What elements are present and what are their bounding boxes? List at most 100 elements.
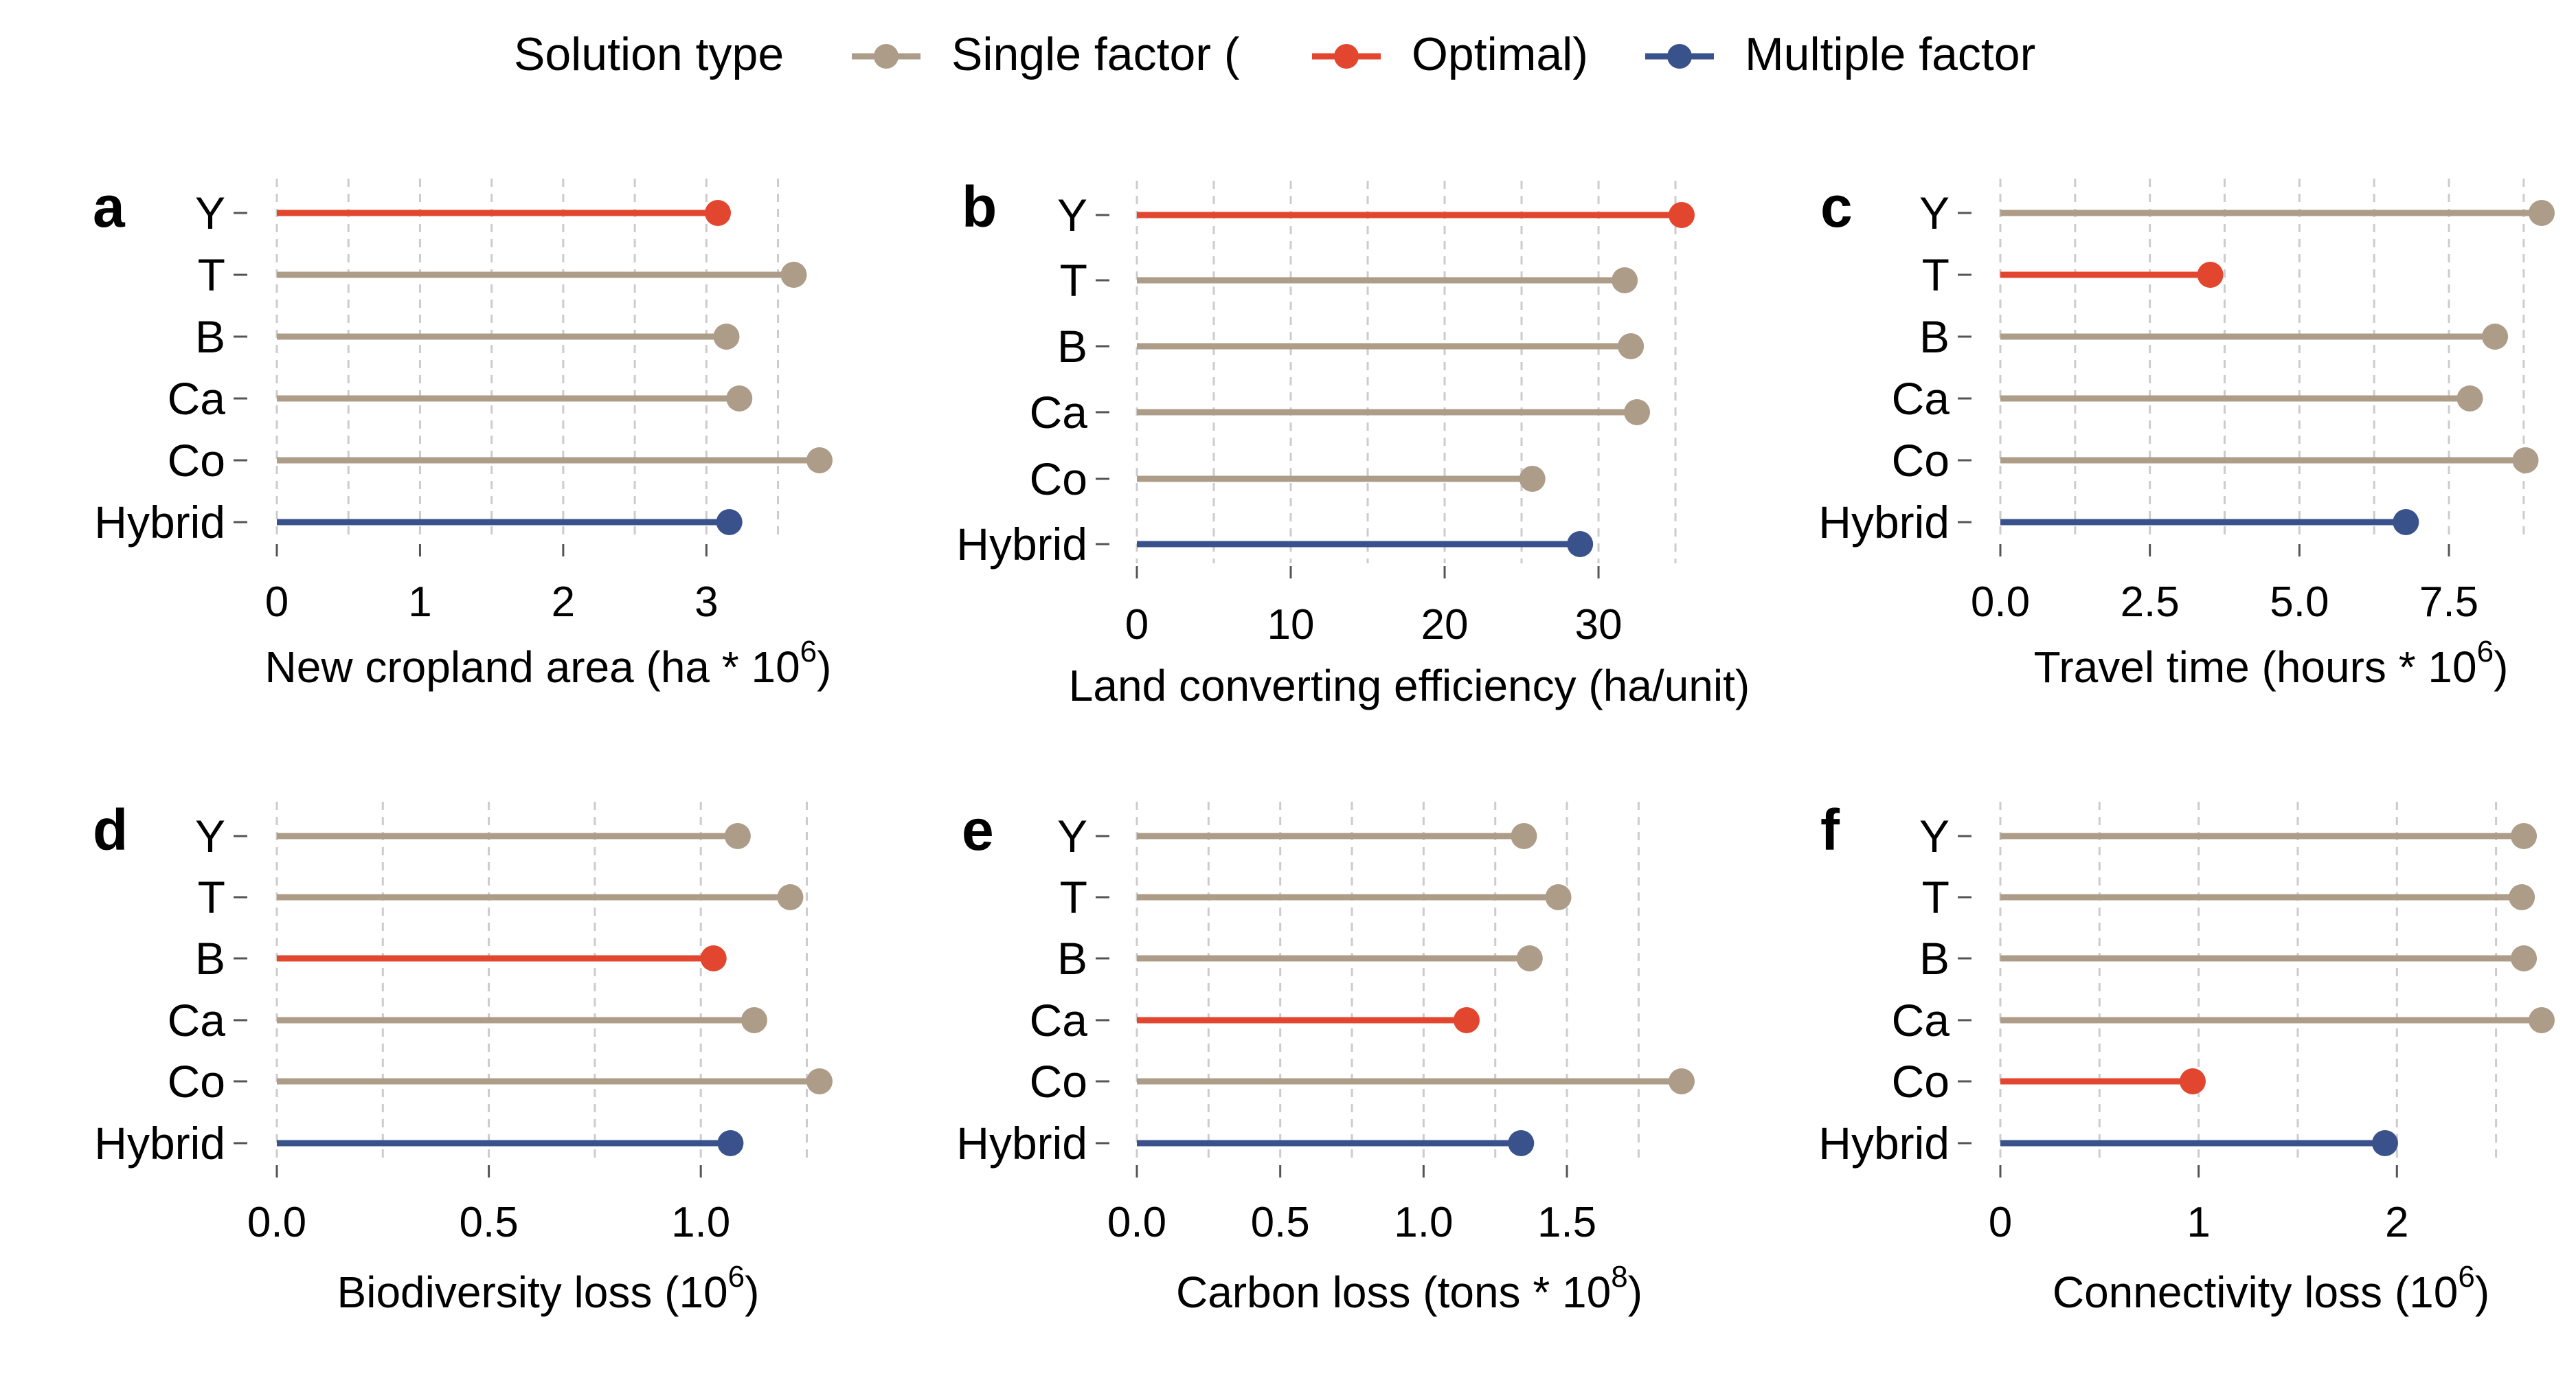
x-axis-title: Carbon loss (tons * 108) (1176, 1260, 1642, 1317)
legend-item: Multiple factor (1645, 28, 2035, 80)
legend-item: Single factor ( (852, 28, 1240, 80)
lollipop-dot (777, 884, 804, 910)
x-tick-label: 0 (1125, 601, 1149, 649)
panel-letter: e (962, 798, 994, 862)
panel-c: c YTB Ca Co Hybrid 0.0 2.5 5.0 7.5 Travel time (h… (1818, 174, 2555, 692)
lollipop-dot (2509, 884, 2535, 910)
x-tick-label: 20 (1421, 601, 1469, 649)
lollipop-dot (1511, 823, 1537, 849)
x-tick-label: 2 (2385, 1199, 2408, 1246)
lollipop-dot (2197, 262, 2224, 288)
x-axis-title: Land converting efficiency (ha/unit) (1069, 661, 1750, 710)
lollipop-dot (716, 509, 743, 535)
lollipop-dot (1516, 945, 1543, 971)
x-tick-label: 0.5 (459, 1199, 518, 1246)
lollipop-dot (780, 262, 807, 288)
lollipop-dot (1612, 267, 1638, 293)
x-tick-label: 1 (2187, 1199, 2210, 1246)
x-tick-label: 1.5 (1537, 1199, 1596, 1246)
x-tick-label: 2.5 (2121, 578, 2180, 626)
lollipop-dot (806, 1068, 833, 1094)
x-tick-label: 1 (408, 578, 431, 626)
lollipop-dot (1669, 1068, 1695, 1094)
x-axis-title-main: Travel time (hours * 10 (2034, 642, 2477, 692)
y-tick-label: B (1919, 311, 1950, 362)
x-axis-title-main: Connectivity loss (10 (2053, 1268, 2458, 1317)
y-tick-label: T (198, 872, 225, 923)
panel-letter: a (93, 174, 126, 239)
lollipop-dot (1567, 531, 1594, 557)
y-tick-label: T (1060, 872, 1087, 923)
lollipop-dot (1624, 399, 1651, 425)
y-tick-label: Y (1919, 188, 1950, 238)
y-tick-label: Y (1057, 811, 1087, 861)
x-axis-title-main: Land converting efficiency (ha/unit) (1069, 661, 1750, 710)
lollipop-dot (2456, 385, 2483, 412)
lollipop-dot (1545, 884, 1572, 910)
x-tick-label: 3 (694, 578, 718, 626)
legend-label: Single factor ( (951, 28, 1240, 80)
y-tick-label: B (195, 311, 225, 362)
x-axis-title-sup: 6 (2477, 635, 2494, 668)
panel-b: b YTB Ca Co Hybrid 0 10 20 30 Land converting eff… (956, 174, 1750, 710)
y-tick-label: B (1057, 933, 1087, 984)
x-tick-label: 0.0 (1107, 1199, 1166, 1246)
x-tick-label: 2 (552, 578, 575, 626)
lollipop-dot (700, 945, 727, 971)
lollipop-dot (2482, 324, 2509, 350)
y-tick-label: Y (1057, 190, 1087, 240)
x-tick-label: 0.5 (1251, 1199, 1310, 1246)
legend-key-dot (874, 44, 899, 69)
y-tick-label: Co (168, 1056, 225, 1107)
lollipop-dot (1508, 1130, 1535, 1156)
panel-f: f YTB Ca Co Hybrid 0 1 2 Connectivity loss (106) (1818, 798, 2555, 1317)
x-axis-title-main: Carbon loss (tons * 10 (1176, 1268, 1611, 1317)
panel-letter: f (1820, 798, 1840, 862)
lollipop-dot (2512, 447, 2539, 473)
lollipop-dot (724, 823, 751, 849)
legend-label: Multiple factor (1745, 28, 2035, 80)
x-axis-title-end: ) (2494, 642, 2508, 692)
legend-key-dot (1334, 44, 1359, 69)
lollipop-dot (717, 1130, 744, 1156)
x-tick-label: 1.0 (1394, 1199, 1453, 1246)
lollipop-dot (2529, 200, 2555, 226)
x-tick-label: 30 (1575, 601, 1623, 649)
y-tick-label: Co (1892, 1056, 1950, 1107)
x-axis-title-end: ) (817, 642, 831, 692)
x-axis-title: Connectivity loss (106) (2053, 1260, 2489, 1317)
x-axis-title-sup: 8 (1611, 1260, 1627, 1294)
x-axis-title: Biodiversity loss (106) (337, 1260, 760, 1317)
lollipop-dot (1618, 333, 1645, 359)
lollipop-dot (741, 1007, 767, 1033)
y-tick-label: Ca (1030, 995, 1088, 1046)
y-tick-label: Ca (168, 995, 226, 1046)
x-axis-title-end: ) (1628, 1268, 1642, 1317)
y-tick-label: Hybrid (956, 1118, 1087, 1169)
lollipop-dot (2529, 1007, 2555, 1033)
y-tick-label: Ca (1030, 387, 1088, 438)
panel-letter: c (1820, 174, 1853, 239)
lollipop-dot (806, 447, 833, 473)
x-axis-title-end: ) (745, 1268, 759, 1317)
lollipop-dot (2511, 823, 2538, 849)
y-tick-label: Hybrid (1818, 497, 1950, 548)
x-axis-title-main: Biodiversity loss (10 (337, 1268, 728, 1317)
y-tick-label: Co (1030, 1056, 1087, 1107)
x-tick-label: 7.5 (2419, 578, 2478, 626)
panel-a: a YTB Ca Co Hybrid 0 1 2 3 New cropland area (ha … (93, 174, 833, 692)
y-tick-label: Co (1030, 453, 1087, 504)
lollipop-dot (1453, 1007, 1480, 1033)
lollipop-dot (2511, 945, 2538, 971)
lollipop-dot (2371, 1130, 2398, 1156)
y-tick-label: T (1922, 249, 1950, 300)
y-tick-label: T (1922, 872, 1950, 923)
y-tick-label: T (198, 249, 225, 300)
y-tick-label: Hybrid (94, 1118, 225, 1169)
x-axis-title-main: New cropland area (ha * 10 (265, 642, 800, 692)
lollipop-dot (726, 385, 753, 412)
x-tick-label: 5.0 (2270, 578, 2329, 626)
y-tick-label: Ca (1892, 373, 1950, 424)
y-tick-label: Y (195, 811, 225, 861)
